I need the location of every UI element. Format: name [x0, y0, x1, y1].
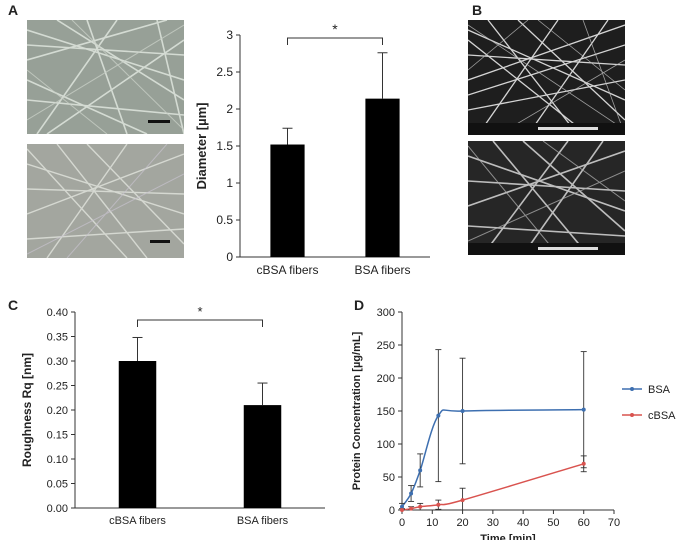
chart-d-y-tick-label: 150: [377, 406, 395, 418]
chart-c-y-axis-label: Roughness Rq [nm]: [20, 353, 34, 467]
micrograph-cbsa: [27, 20, 184, 134]
chart-c-bar: [243, 405, 282, 508]
chart-a-y-tick-label: 0: [226, 250, 233, 264]
chart-d-x-tick-label: 10: [426, 517, 438, 529]
chart-c-bar: [118, 361, 157, 508]
panel-label-d: D: [354, 297, 365, 313]
chart-d-x-tick-label: 20: [456, 517, 468, 529]
chart-a-significance-label: *: [332, 21, 338, 37]
chart-d-x-tick-label: 30: [487, 517, 499, 529]
chart-d-point: [436, 502, 441, 507]
chart-d-legend-marker: [630, 413, 634, 417]
chart-d-x-tick-label: 0: [399, 517, 405, 529]
panel-label-a: A: [8, 2, 19, 18]
chart-a-category-label: cBSA fibers: [256, 263, 318, 277]
chart-d-x-axis-label: Time [min]: [480, 533, 536, 540]
chart-c-y-tick-label: 0.30: [47, 356, 68, 368]
chart-d-legend-marker: [630, 387, 634, 391]
chart-d-point: [400, 504, 404, 509]
chart-c-y-tick-label: 0.10: [47, 454, 68, 466]
chart-c-y-tick-label: 0.25: [47, 381, 68, 393]
roughness-bar-chart: 0.00 0.05 0.10 0.15 0.20 0.25 0.30 0.35 0.40 Roug…: [20, 304, 325, 527]
chart-a-y-axis-label: Diameter [µm]: [194, 103, 209, 190]
chart-d-y-tick-label: 100: [377, 439, 395, 451]
diameter-bar-chart: 0 0.5 1 1.5 2 2.5 3 Diameter [µm] cBSA fibers BSA…: [194, 21, 430, 277]
chart-d-x-tick-label: 60: [578, 517, 590, 529]
chart-a-y-tick-label: 3: [226, 28, 233, 42]
chart-d-y-tick-label: 0: [389, 505, 395, 517]
chart-d-point: [418, 468, 423, 473]
chart-c-category-label: cBSA fibers: [109, 515, 166, 527]
chart-a-significance-bracket: [287, 37, 383, 45]
chart-d-point: [581, 407, 586, 412]
micrograph-bsa: [27, 144, 184, 258]
chart-d-y-axis-label: Protein Concentration [µg/mL]: [351, 331, 363, 490]
chart-d-legend-label: cBSA: [648, 410, 676, 422]
chart-d-y-tick-label: 50: [383, 472, 395, 484]
chart-a-y-tick-label: 1: [226, 176, 233, 190]
chart-c-significance-bracket: [137, 319, 263, 327]
chart-c-y-tick-label: 0.40: [47, 307, 68, 319]
chart-a-category-label: BSA fibers: [354, 263, 410, 277]
chart-d-y-tick-label: 200: [377, 373, 395, 385]
chart-c-category-label: BSA fibers: [237, 515, 289, 527]
chart-a-y-tick-label: 1.5: [216, 139, 233, 153]
chart-c-significance-label: *: [197, 304, 202, 319]
chart-a-bar: [365, 98, 400, 257]
sem-image-bsa: [468, 141, 625, 255]
chart-c-y-tick-label: 0.15: [47, 430, 68, 442]
panel-label-b: B: [472, 2, 483, 18]
sem-image-cbsa: [468, 20, 625, 135]
protein-release-line-chart: 0 50 100 150 200 250 300 0 10 20 30 40 50 60 70 Time [m…: [351, 307, 676, 540]
chart-d-point: [436, 413, 441, 418]
chart-d-point: [418, 504, 423, 509]
panel-label-c: C: [8, 297, 19, 313]
chart-d-y-tick-label: 300: [377, 307, 395, 319]
chart-c-y-tick-label: 0.00: [47, 503, 68, 515]
chart-d-point: [409, 506, 414, 511]
chart-d-x-tick-label: 40: [517, 517, 529, 529]
chart-a-y-tick-label: 0.5: [216, 213, 233, 227]
chart-d-y-tick-label: 250: [377, 340, 395, 352]
chart-a-y-tick-label: 2: [226, 102, 233, 116]
chart-d-series-line-BSA: [401, 408, 584, 508]
chart-c-y-tick-label: 0.05: [47, 479, 68, 491]
chart-d-legend-label: BSA: [648, 384, 671, 396]
chart-c-y-tick-label: 0.35: [47, 332, 68, 344]
chart-d-point: [460, 498, 465, 503]
chart-d-point: [581, 461, 586, 466]
chart-c-y-tick-label: 0.20: [47, 405, 68, 417]
chart-d-point: [409, 491, 414, 496]
chart-d-x-tick-label: 70: [608, 517, 620, 529]
chart-a-bar: [270, 144, 305, 257]
chart-a-y-tick-label: 2.5: [216, 65, 233, 79]
chart-d-point: [460, 409, 465, 413]
chart-d-point: [400, 508, 404, 512]
chart-d-x-tick-label: 50: [547, 517, 559, 529]
chart-d-series-line-cBSA: [401, 463, 584, 511]
